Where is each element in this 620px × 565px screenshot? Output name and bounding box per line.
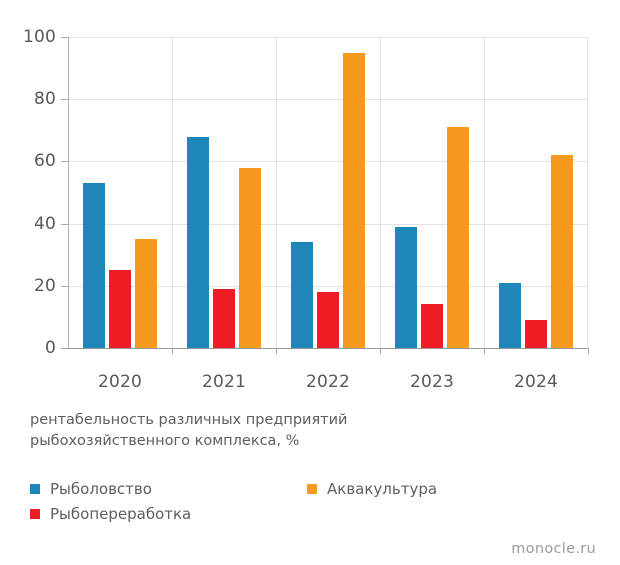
bar-group-bars bbox=[484, 37, 588, 348]
bar-group-bars bbox=[276, 37, 380, 348]
x-axis-tick-mark bbox=[380, 348, 381, 354]
y-axis-line bbox=[68, 37, 69, 348]
y-axis-tick-label: 60 bbox=[33, 151, 56, 172]
gridline bbox=[68, 161, 588, 163]
legend-swatch-icon bbox=[307, 484, 317, 494]
x-axis-tick-label: 2022 bbox=[305, 372, 351, 392]
y-axis-tick-mark bbox=[61, 348, 68, 349]
bar-group bbox=[172, 37, 276, 348]
bar[interactable] bbox=[447, 127, 469, 348]
legend-item[interactable]: Рыбопереработка bbox=[30, 505, 191, 523]
caption-line-1: рентабельность различных предприятий bbox=[30, 412, 348, 428]
category-separator bbox=[380, 37, 381, 348]
gridline bbox=[68, 99, 588, 101]
bar-group-bars bbox=[172, 37, 276, 348]
plot-area bbox=[68, 37, 588, 349]
chart-caption: рентабельность различных предприятий рыб… bbox=[30, 410, 550, 452]
x-axis-tick-mark bbox=[276, 348, 277, 354]
bar[interactable] bbox=[317, 292, 339, 348]
bar-group bbox=[68, 37, 172, 348]
x-axis-tick-mark bbox=[484, 348, 485, 354]
y-axis-tick-mark bbox=[61, 223, 68, 225]
bar[interactable] bbox=[213, 288, 235, 348]
gridline bbox=[68, 223, 588, 225]
y-axis-tick-mark bbox=[61, 37, 68, 38]
y-axis-tick-mark bbox=[61, 285, 68, 287]
y-axis-tick-label: 100 bbox=[22, 27, 56, 47]
y-axis-tick-mark bbox=[61, 99, 68, 101]
y-axis-tick-label: 20 bbox=[33, 275, 56, 296]
bar-group bbox=[484, 37, 588, 348]
bar[interactable] bbox=[83, 183, 105, 348]
x-axis-tick-label: 2024 bbox=[513, 372, 559, 392]
bar[interactable] bbox=[421, 304, 443, 348]
legend-item-label: Рыбопереработка bbox=[50, 505, 192, 523]
x-axis-tick-mark bbox=[172, 348, 173, 354]
bar[interactable] bbox=[109, 270, 131, 348]
y-axis-tick-label: 80 bbox=[33, 89, 56, 110]
legend-item[interactable]: Аквакультура bbox=[307, 480, 437, 498]
plot-area-wrapper: 0 20 40 60 80 100 2020 2021 2022 2023 2024 bbox=[22, 27, 589, 392]
bar-group bbox=[276, 37, 380, 348]
bar[interactable] bbox=[187, 136, 209, 348]
bar-group-bars bbox=[68, 37, 172, 348]
legend-swatch-icon bbox=[30, 509, 40, 519]
bar[interactable] bbox=[239, 167, 261, 348]
bar[interactable] bbox=[551, 155, 573, 348]
legend-item-label: Аквакультура bbox=[327, 480, 438, 498]
y-axis-tick-mark bbox=[61, 161, 68, 163]
bar[interactable] bbox=[499, 282, 521, 348]
x-axis-tick-label: 2023 bbox=[409, 372, 455, 392]
bar-group bbox=[380, 37, 484, 348]
y-axis-tick-label: 0 bbox=[44, 338, 56, 358]
category-separator bbox=[276, 37, 277, 348]
category-separator bbox=[484, 37, 485, 348]
category-separator bbox=[172, 37, 173, 348]
legend-swatch-icon bbox=[30, 484, 40, 494]
caption-line-2: рыбохозяйственного комплекса, % bbox=[30, 433, 300, 449]
bar[interactable] bbox=[343, 52, 365, 348]
category-separator bbox=[587, 37, 588, 348]
bar-group-bars bbox=[380, 37, 484, 348]
legend-item-label: Рыболовство bbox=[50, 480, 152, 498]
x-axis-tick-label: 2021 bbox=[201, 372, 247, 392]
bar[interactable] bbox=[135, 239, 157, 348]
gridline bbox=[68, 348, 588, 349]
source-watermark: monocle.ru bbox=[511, 541, 596, 557]
bar[interactable] bbox=[291, 242, 313, 348]
x-axis-tick-label: 2020 bbox=[97, 372, 143, 392]
bar[interactable] bbox=[395, 226, 417, 348]
bar[interactable] bbox=[525, 320, 547, 348]
gridline bbox=[68, 37, 588, 38]
x-axis-tick-mark bbox=[588, 348, 589, 354]
legend-item[interactable]: Рыболовство bbox=[30, 480, 152, 498]
y-axis-tick-label: 40 bbox=[33, 213, 56, 234]
chart-legend: Рыболовство Рыбопереработка Аквакультура bbox=[30, 480, 590, 530]
gridline bbox=[68, 285, 588, 287]
